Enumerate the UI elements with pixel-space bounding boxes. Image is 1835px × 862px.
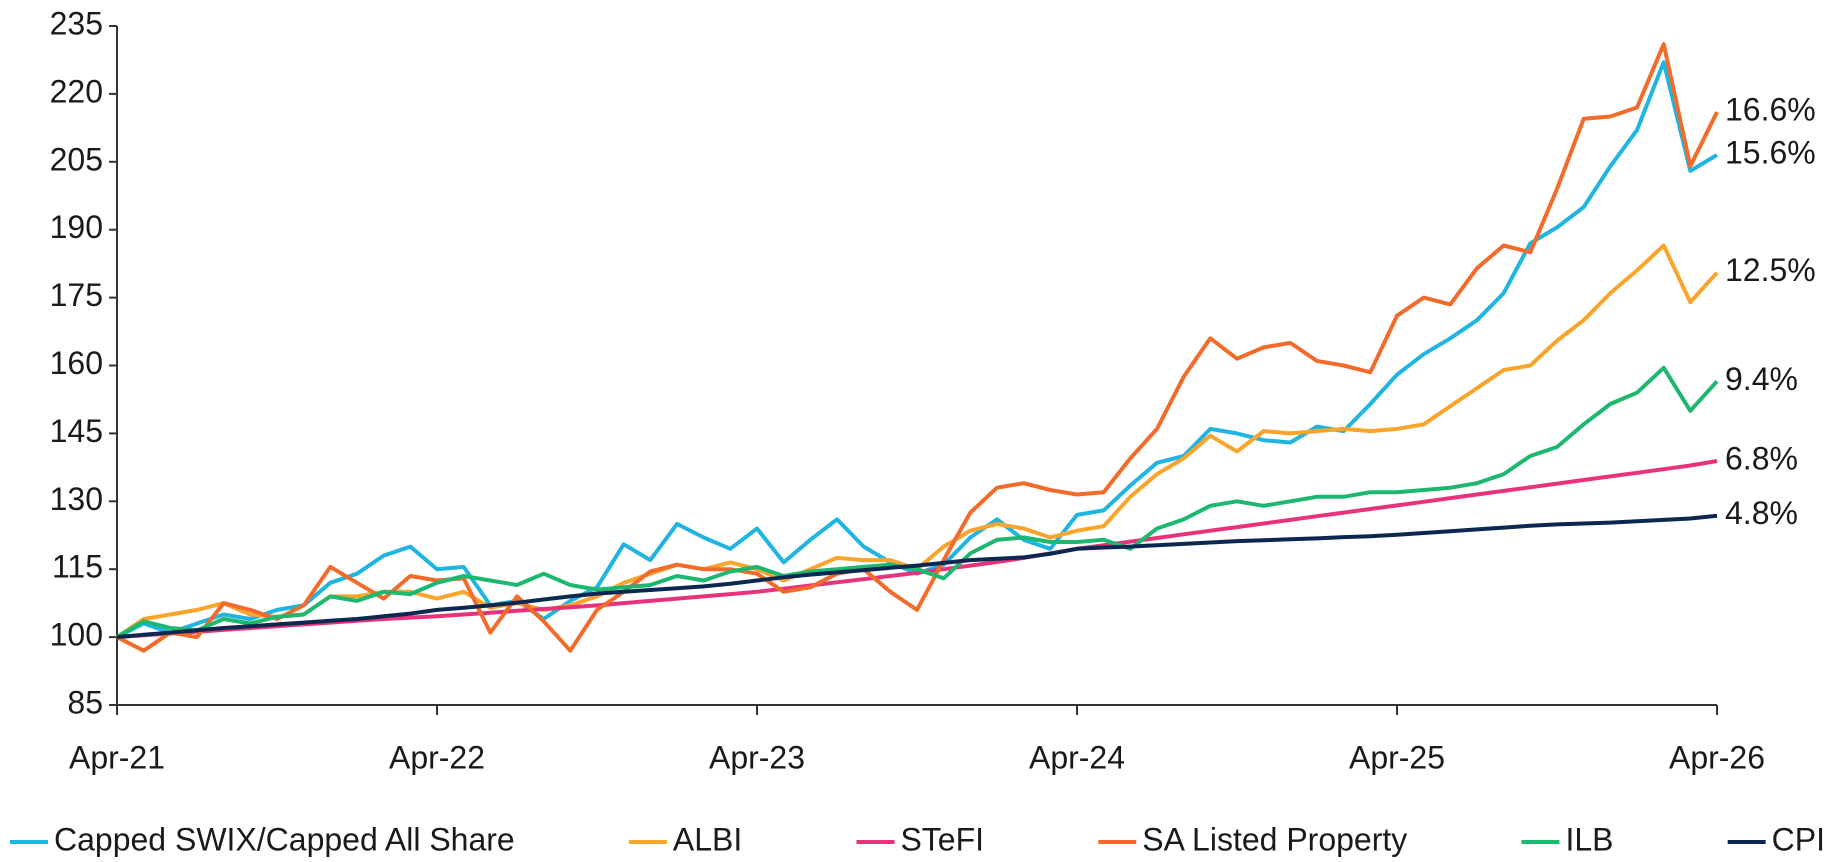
legend-label: ILB xyxy=(1565,821,1613,857)
y-tick-label: 85 xyxy=(67,684,103,720)
y-tick-label: 145 xyxy=(50,413,103,449)
end-label: 9.4% xyxy=(1725,361,1798,397)
x-tick-label: Apr-23 xyxy=(709,739,805,775)
y-tick-label: 115 xyxy=(52,549,103,585)
end-label: 12.5% xyxy=(1725,252,1816,288)
legend-label: ALBI xyxy=(673,821,742,857)
end-label: 4.8% xyxy=(1725,495,1798,531)
end-label: 15.6% xyxy=(1725,134,1816,170)
y-tick-label: 160 xyxy=(50,345,103,381)
legend-label: Capped SWIX/Capped All Share xyxy=(54,821,515,857)
x-tick-label: Apr-24 xyxy=(1029,739,1125,775)
y-tick-label: 100 xyxy=(50,617,103,653)
legend-label: STeFI xyxy=(900,821,984,857)
x-tick-label: Apr-21 xyxy=(69,739,165,775)
x-tick-label: Apr-26 xyxy=(1669,739,1765,775)
series-line xyxy=(116,513,1718,640)
series-line xyxy=(115,365,1719,639)
series-line xyxy=(116,42,1719,653)
legend-label: CPI xyxy=(1772,821,1825,857)
y-tick-label: 175 xyxy=(50,277,103,313)
series-line xyxy=(116,60,1719,639)
x-tick-label: Apr-22 xyxy=(389,739,485,775)
y-tick-label: 220 xyxy=(50,73,103,109)
y-tick-label: 205 xyxy=(50,141,103,177)
y-tick-label: 190 xyxy=(50,209,103,245)
series-line xyxy=(116,459,1718,640)
series-line xyxy=(115,243,1719,639)
end-label: 6.8% xyxy=(1725,440,1798,476)
y-tick-label: 235 xyxy=(50,5,103,41)
y-tick-label: 130 xyxy=(50,481,103,517)
legend-label: SA Listed Property xyxy=(1142,821,1407,857)
x-tick-label: Apr-25 xyxy=(1349,739,1445,775)
end-label: 16.6% xyxy=(1725,91,1816,127)
